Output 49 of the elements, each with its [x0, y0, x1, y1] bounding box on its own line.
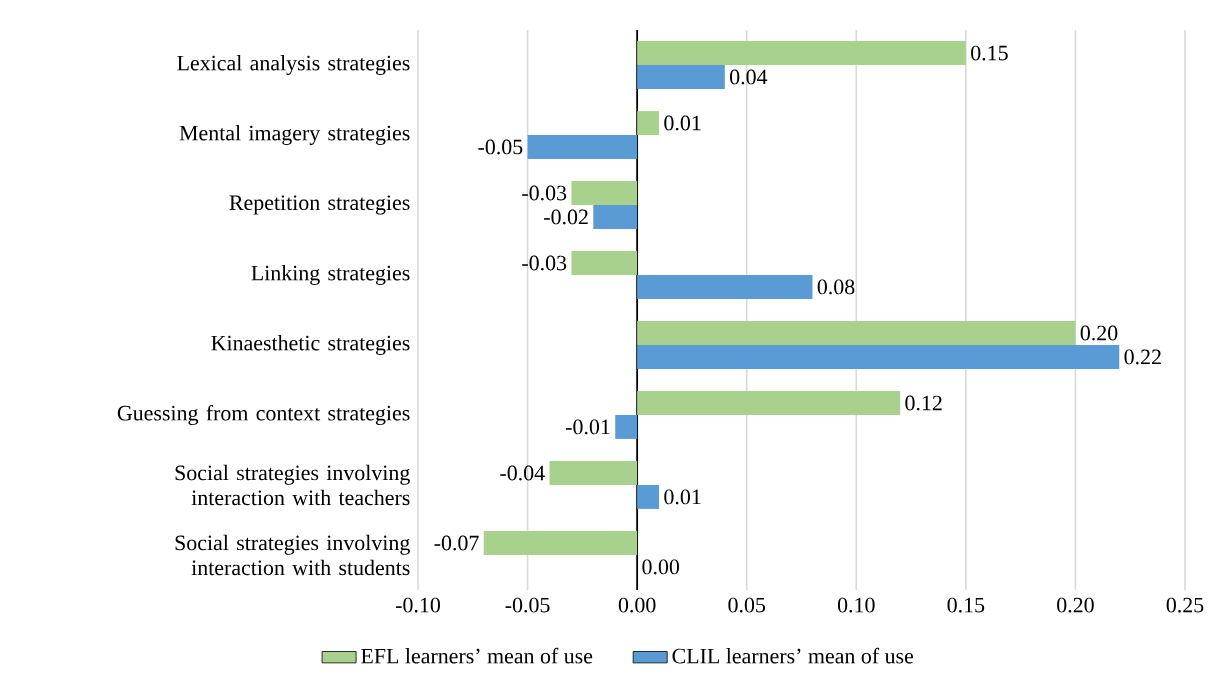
bar: [637, 485, 660, 510]
bar: [571, 251, 638, 276]
x-tick-label: 0.25: [1166, 597, 1204, 613]
bar: [571, 181, 638, 206]
bar: [483, 531, 638, 556]
y-tick-label: Mental imagery strategies: [179, 125, 410, 146]
x-tick-label: 0.20: [1057, 597, 1094, 613]
y-tick-label: Guessing from context strategies: [117, 405, 410, 426]
data-label: -0.02: [544, 209, 588, 225]
data-label: 0.20: [1080, 325, 1118, 341]
x-tick-label: -0.05: [505, 597, 550, 613]
legend-label: CLIL learners’ mean of use: [672, 648, 914, 664]
bar: [637, 345, 1120, 370]
y-tick-label: Social strategies involving interaction with students: [175, 535, 410, 576]
y-tick-label: Lexical analysis strategies: [177, 55, 410, 76]
legend-label: EFL learners’ mean of use: [361, 648, 593, 664]
bar: [637, 321, 1076, 346]
y-tick-label: Linking strategies: [251, 265, 410, 286]
x-tick-label: -0.10: [395, 597, 440, 613]
data-label: -0.04: [500, 465, 545, 481]
bar: [637, 111, 660, 136]
data-label: -0.07: [434, 535, 479, 551]
data-label: 0.01: [664, 115, 701, 131]
data-label: 0.01: [664, 489, 701, 505]
data-label: 0.22: [1124, 349, 1161, 365]
data-label: 0.04: [730, 69, 768, 85]
y-tick-label: Social strategies involving interaction with teachers: [175, 465, 410, 506]
bar: [637, 275, 813, 300]
bar: [637, 41, 966, 66]
data-label: -0.03: [522, 255, 567, 271]
x-tick-label: 0.15: [947, 597, 985, 613]
data-label: -0.03: [522, 185, 567, 201]
x-tick-label: 0.00: [618, 597, 656, 613]
y-tick-label: Repetition strategies: [229, 195, 410, 215]
x-tick-label: 0.05: [728, 597, 766, 613]
data-label: 0.12: [905, 395, 942, 411]
y-tick-label: Kinaesthetic strategies: [211, 335, 410, 356]
data-label: 0.00: [642, 559, 680, 575]
bar: [615, 415, 638, 440]
data-label: 0.08: [817, 279, 855, 295]
bar: [549, 461, 638, 486]
data-label: -0.05: [478, 139, 523, 155]
bar: [637, 65, 725, 90]
data-label: 0.15: [971, 45, 1008, 61]
bar: [527, 135, 638, 160]
x-tick-label: 0.10: [837, 597, 875, 613]
data-label: -0.01: [566, 419, 610, 435]
bar: [637, 391, 901, 416]
bar: [593, 205, 638, 230]
